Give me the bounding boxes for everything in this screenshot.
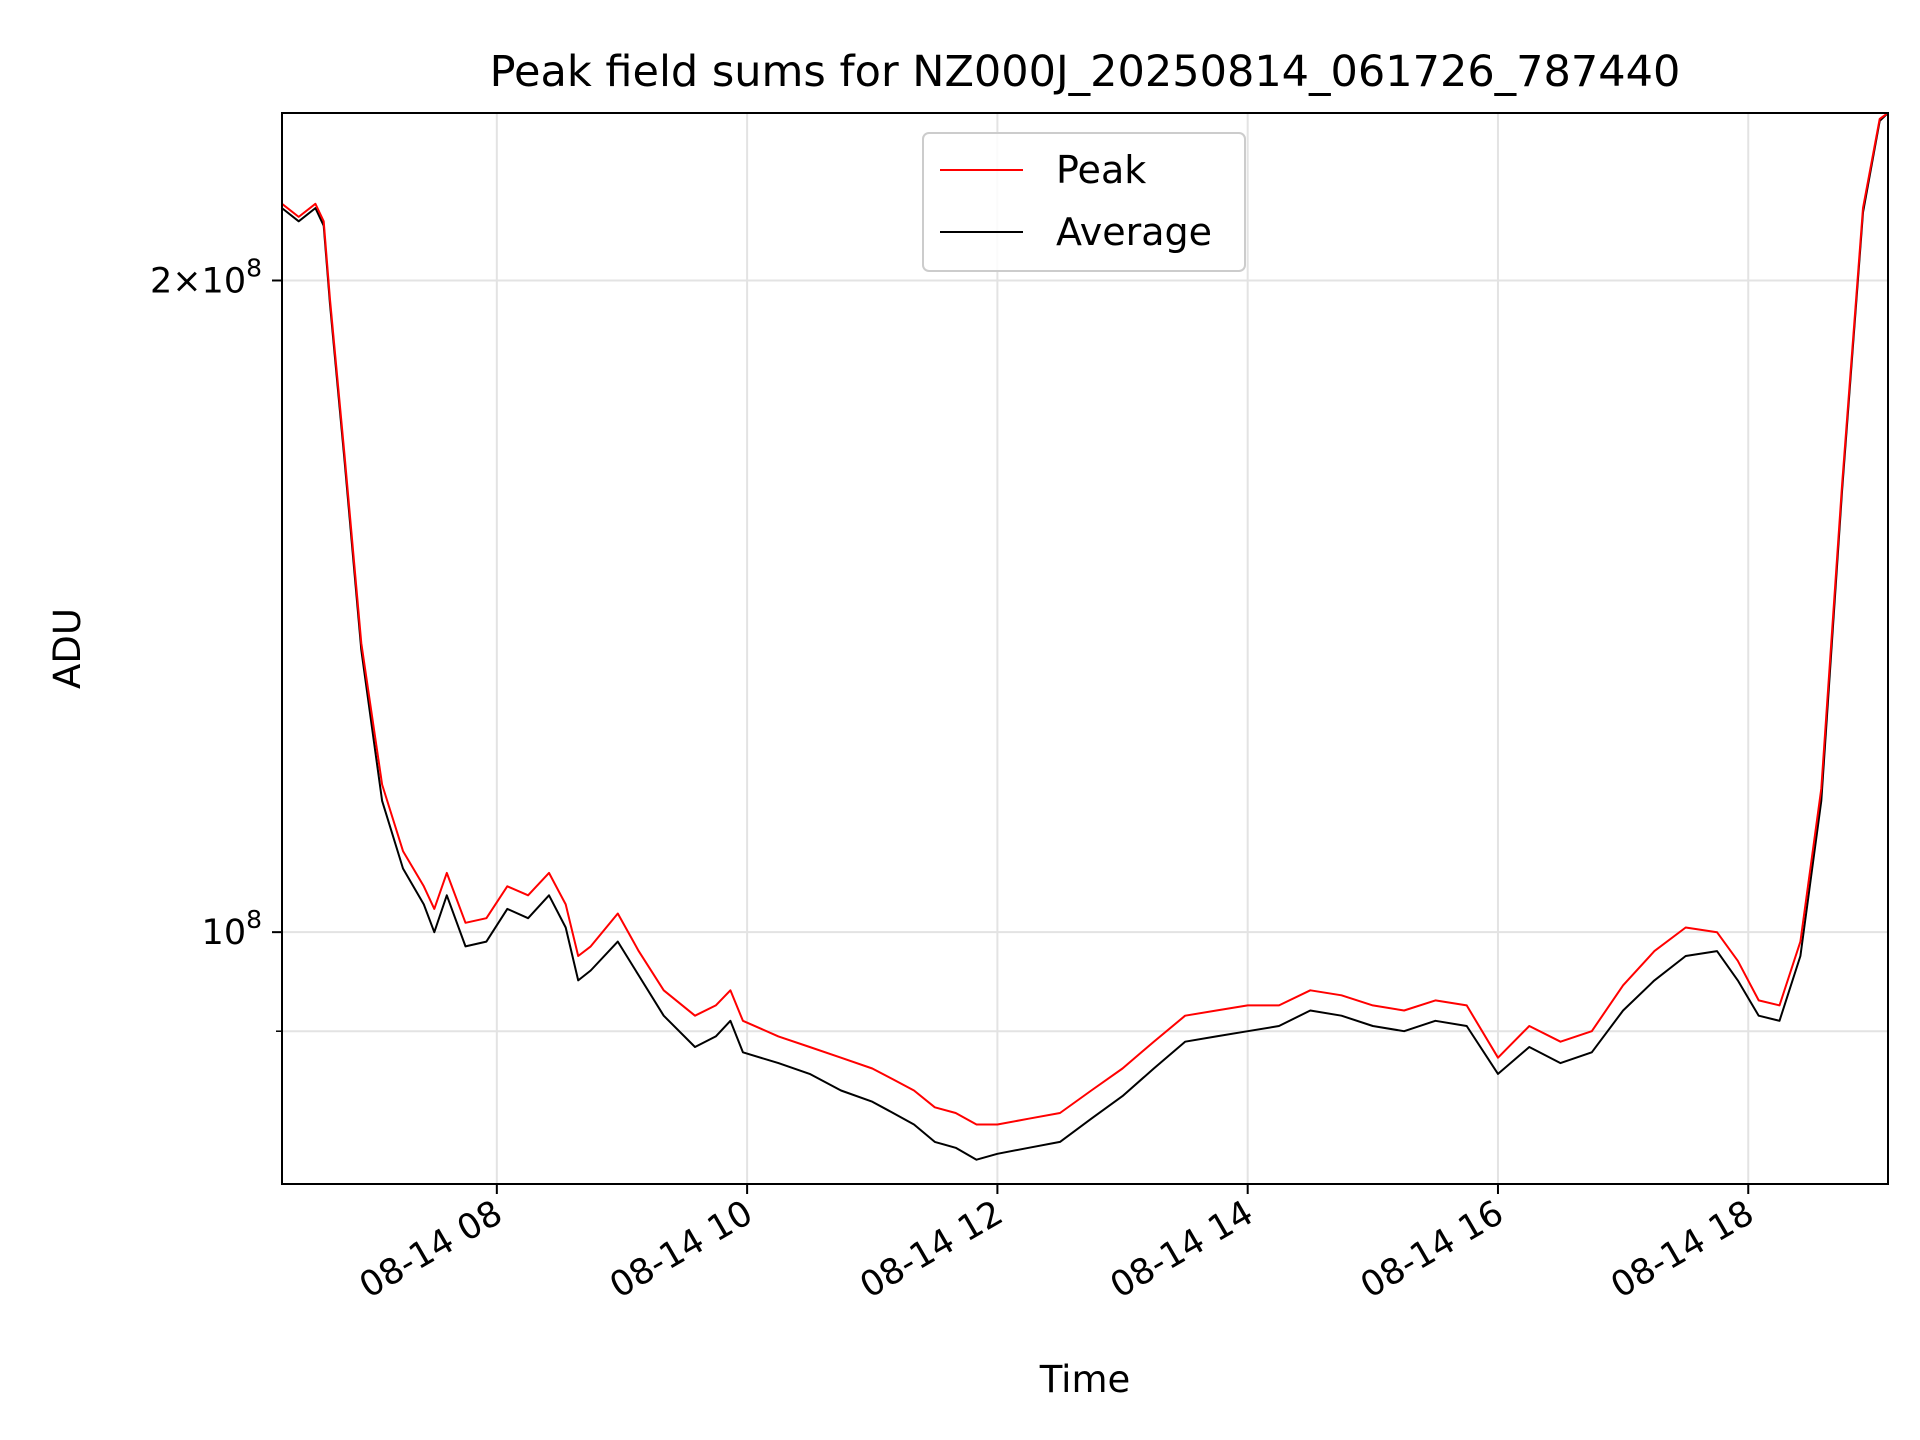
x-axis-label: Time — [1039, 1358, 1131, 1401]
y-tick-label: 108 — [202, 905, 262, 953]
y-tick-label-base: 10 — [202, 913, 247, 953]
legend-label-peak: Peak — [1056, 148, 1146, 192]
legend-label-average: Average — [1056, 210, 1212, 254]
grid — [282, 113, 1888, 1184]
series-line-average — [281, 112, 1889, 1161]
legend: Peak Average — [922, 132, 1246, 272]
y-tick-label-exponent: 8 — [246, 253, 262, 282]
y-axis-label: ADU — [46, 608, 89, 689]
series-line-peak — [281, 112, 1889, 1126]
series-lines — [281, 112, 1889, 1161]
y-tick-label-base: 2×10 — [150, 261, 246, 301]
chart-title: Peak field sums for NZ000J_20250814_0617… — [490, 47, 1681, 97]
legend-box — [922, 132, 1246, 272]
plot-frame — [281, 112, 1889, 1185]
y-tick-label-exponent: 8 — [246, 905, 262, 934]
y-tick-label: 2×108 — [150, 253, 262, 301]
